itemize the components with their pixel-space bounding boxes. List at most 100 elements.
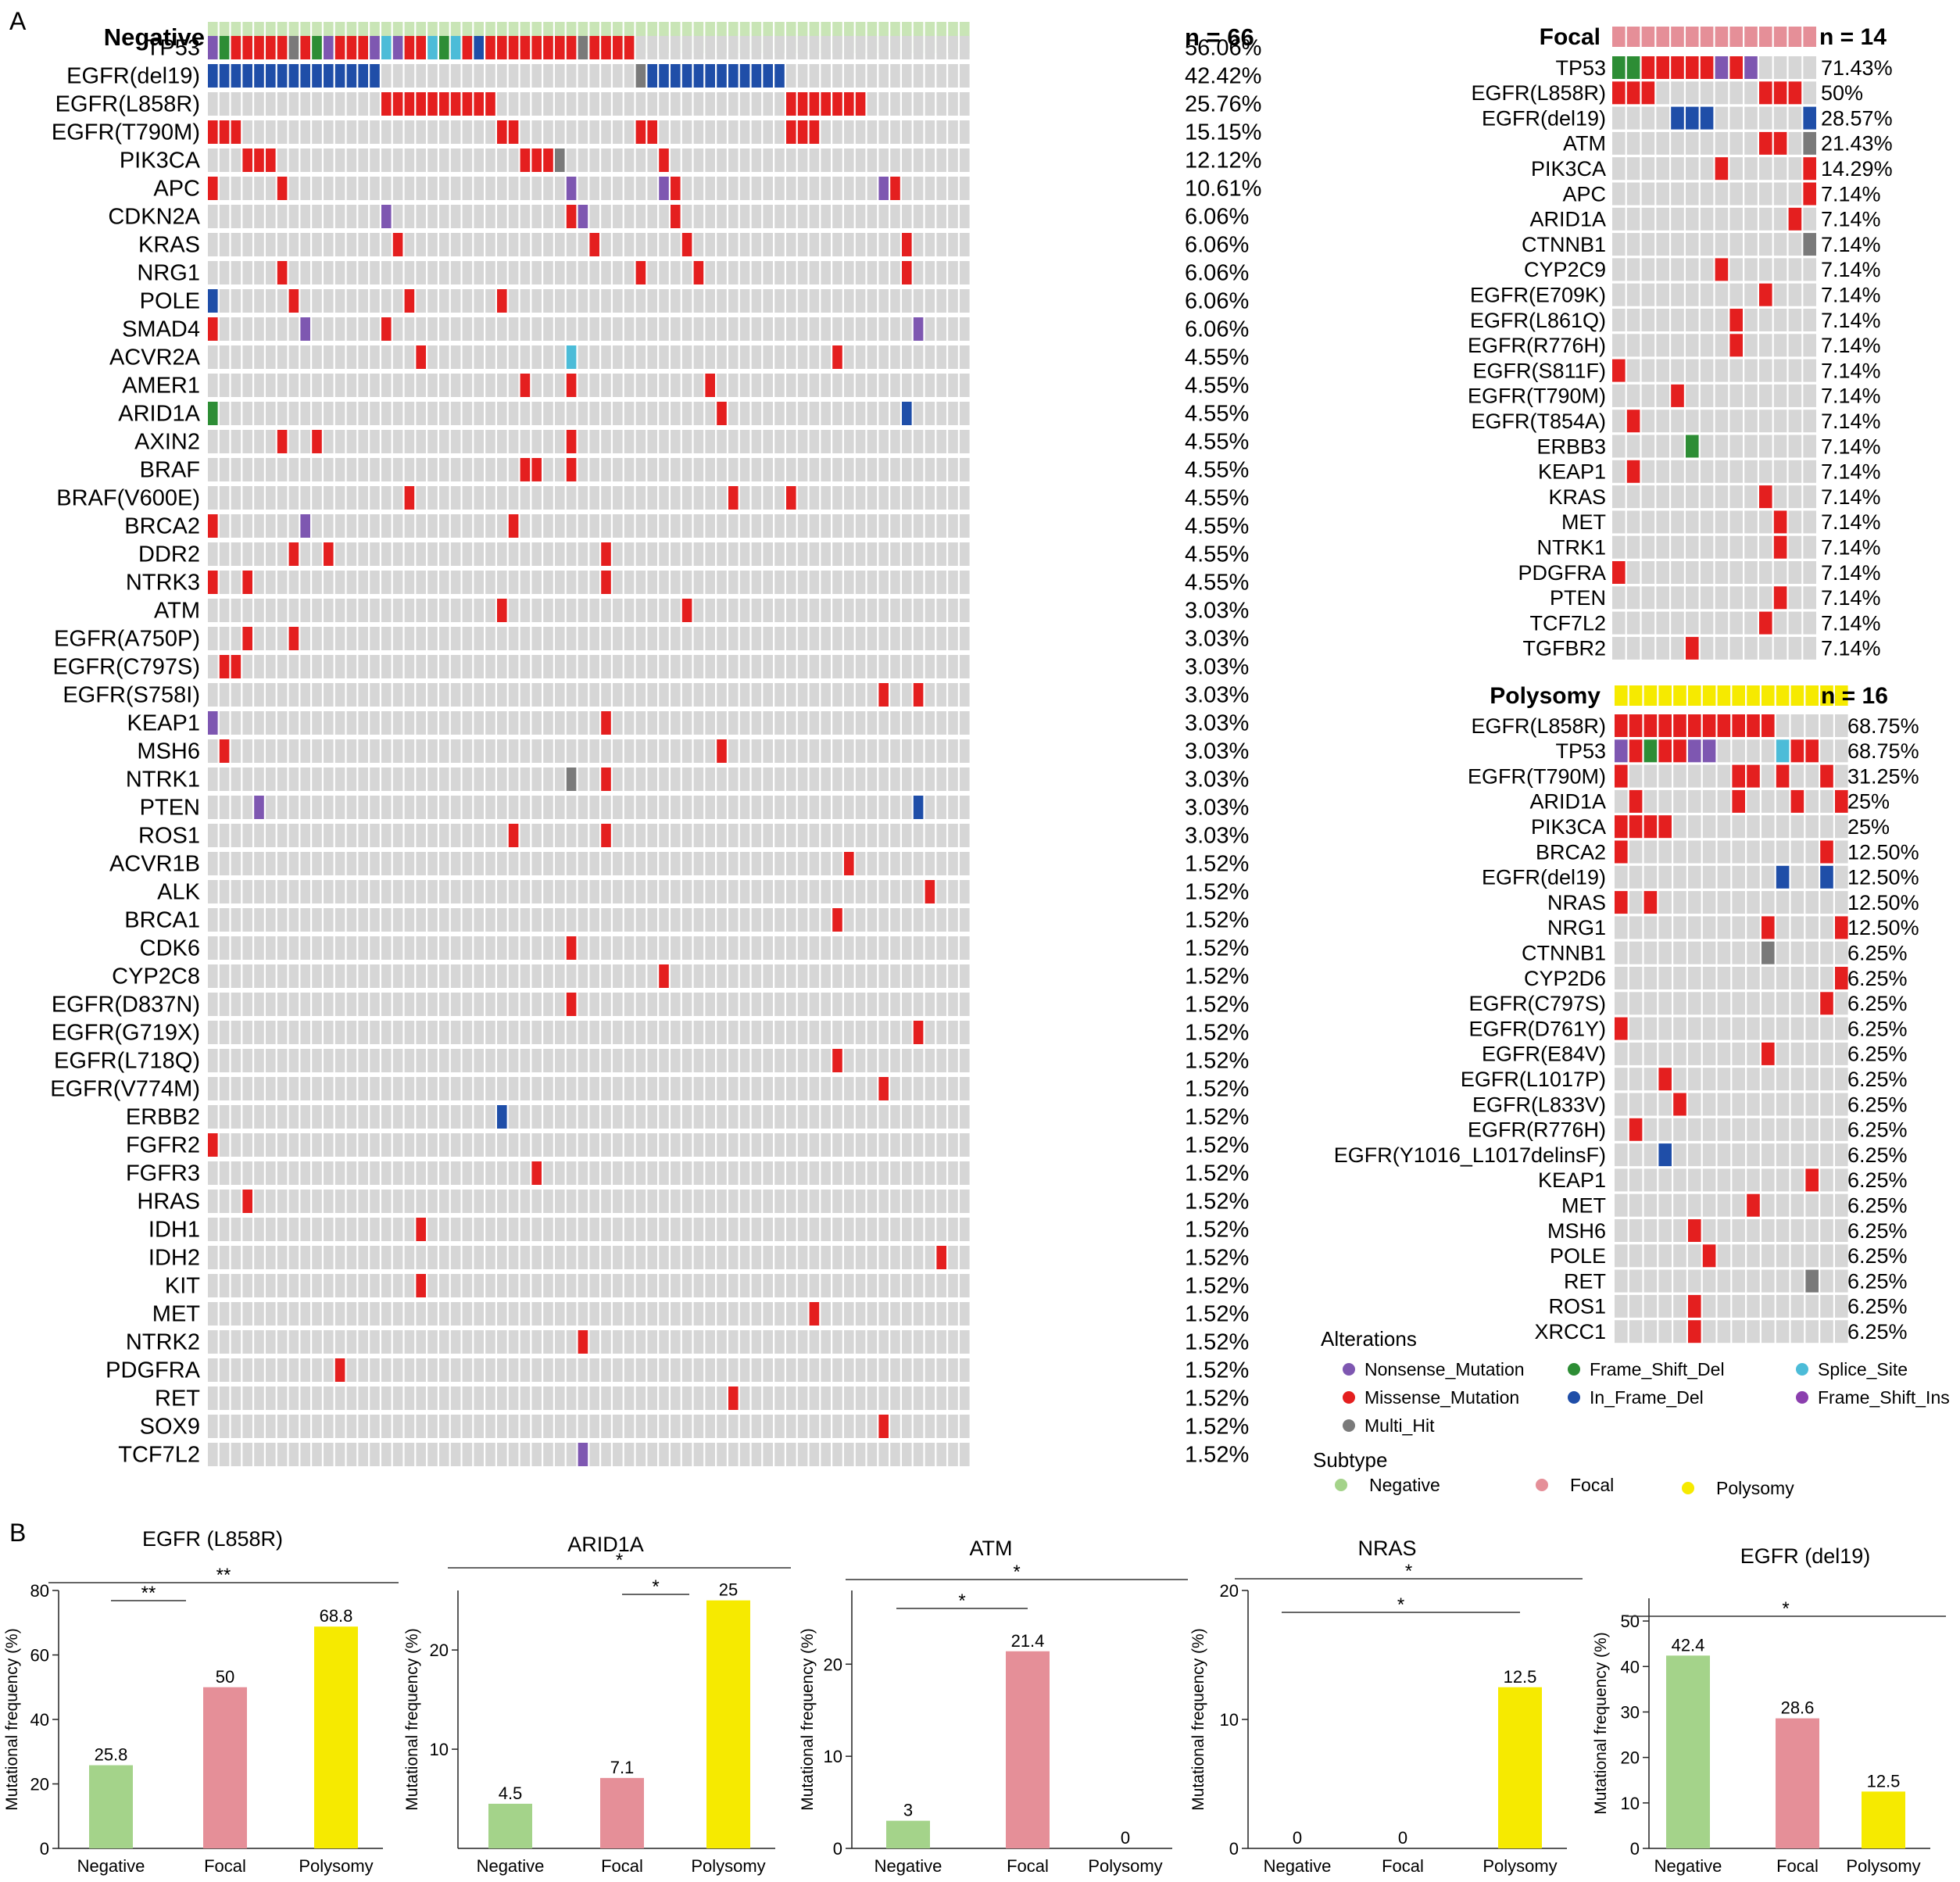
empty-cell <box>1717 967 1731 989</box>
empty-cell <box>334 430 345 453</box>
empty-cell <box>693 1302 704 1326</box>
empty-cell <box>635 824 646 847</box>
empty-cell <box>844 205 854 228</box>
empty-cell <box>1700 510 1714 534</box>
empty-cell <box>450 289 461 313</box>
empty-cell <box>555 1246 565 1269</box>
empty-cell <box>1803 535 1816 559</box>
empty-cell <box>867 458 878 481</box>
empty-cell <box>1612 460 1626 483</box>
empty-cell <box>739 993 750 1016</box>
empty-cell <box>797 852 808 875</box>
empty-cell <box>1761 764 1775 788</box>
empty-cell <box>693 458 704 481</box>
mutation-frequency-label: 7.14% <box>1821 485 1881 509</box>
empty-cell <box>288 599 299 622</box>
empty-cell <box>416 1190 426 1213</box>
empty-cell <box>728 1358 739 1382</box>
empty-cell <box>358 345 368 369</box>
empty-cell <box>485 514 495 538</box>
empty-cell <box>867 1274 878 1297</box>
empty-cell <box>358 317 368 341</box>
empty-cell <box>416 486 426 510</box>
empty-cell <box>520 430 531 453</box>
empty-cell <box>1790 1219 1804 1242</box>
empty-cell <box>324 1049 334 1072</box>
empty-cell <box>543 1415 553 1438</box>
empty-cell <box>890 936 900 960</box>
empty-cell <box>613 345 623 369</box>
empty-cell <box>578 1218 588 1241</box>
empty-cell <box>1790 714 1804 737</box>
empty-cell <box>520 880 531 903</box>
legend-swatch-splice-site <box>1796 1363 1808 1376</box>
empty-cell <box>705 1415 715 1438</box>
empty-cell <box>358 374 368 397</box>
empty-cell <box>288 1190 299 1213</box>
empty-cell <box>578 711 588 735</box>
empty-cell <box>1641 384 1655 407</box>
empty-cell <box>671 908 681 932</box>
empty-cell <box>751 374 762 397</box>
empty-cell <box>1629 1143 1643 1167</box>
mutation-frequency-label: 6.25% <box>1847 1118 1908 1142</box>
empty-cell <box>1729 384 1743 407</box>
empty-cell <box>936 1077 946 1100</box>
empty-cell <box>797 1302 808 1326</box>
empty-cell <box>681 317 692 341</box>
empty-cell <box>844 683 854 707</box>
empty-cell <box>334 1105 345 1129</box>
empty-cell <box>844 739 854 763</box>
empty-cell <box>462 964 473 988</box>
empty-cell <box>832 1274 842 1297</box>
empty-cell <box>589 627 599 650</box>
empty-cell <box>671 233 681 256</box>
empty-cell <box>531 374 542 397</box>
mutation-cell <box>797 92 808 116</box>
empty-cell <box>555 120 565 144</box>
empty-cell <box>647 1161 657 1185</box>
y-tick-label: 10 <box>1220 1710 1239 1730</box>
empty-cell <box>1835 764 1848 788</box>
empty-cell <box>416 1077 426 1100</box>
empty-cell <box>416 767 426 791</box>
empty-cell <box>717 148 727 172</box>
empty-cell <box>208 1274 218 1297</box>
empty-cell <box>474 1133 484 1157</box>
empty-cell <box>1688 1068 1701 1091</box>
empty-cell <box>508 345 519 369</box>
empty-cell <box>774 1161 785 1185</box>
empty-cell <box>242 655 252 678</box>
empty-cell <box>555 402 565 425</box>
empty-cell <box>613 1246 623 1269</box>
empty-cell <box>613 542 623 566</box>
mutation-frequency-label: 50% <box>1821 81 1863 105</box>
empty-cell <box>774 767 785 791</box>
empty-cell <box>392 796 403 819</box>
empty-cell <box>739 120 750 144</box>
empty-cell <box>739 1161 750 1185</box>
empty-cell <box>497 233 507 256</box>
empty-cell <box>266 486 276 510</box>
empty-cell <box>797 430 808 453</box>
mutation-cell <box>1773 535 1787 559</box>
empty-cell <box>254 1190 264 1213</box>
empty-cell <box>543 683 553 707</box>
empty-cell <box>832 36 842 59</box>
empty-cell <box>671 120 681 144</box>
empty-cell <box>231 852 241 875</box>
empty-cell <box>671 880 681 903</box>
empty-cell <box>797 711 808 735</box>
empty-cell <box>497 767 507 791</box>
empty-cell <box>566 1443 577 1466</box>
empty-cell <box>266 683 276 707</box>
empty-cell <box>474 1415 484 1438</box>
empty-cell <box>925 177 935 200</box>
empty-cell <box>450 880 461 903</box>
mutation-cell <box>312 36 322 59</box>
empty-cell <box>878 880 889 903</box>
mutation-frequency-label: 7.14% <box>1821 535 1881 559</box>
empty-cell <box>392 964 403 988</box>
empty-cell <box>960 486 970 510</box>
empty-cell <box>312 1105 322 1129</box>
